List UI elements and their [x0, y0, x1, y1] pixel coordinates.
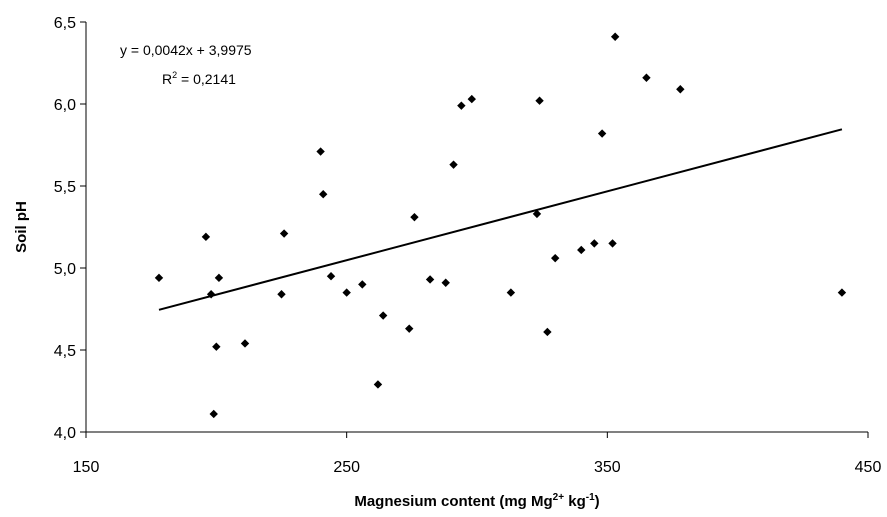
data-point — [467, 94, 476, 104]
x-label-part1: Magnesium content (mg Mg — [354, 493, 552, 510]
y-tick-label: 4,5 — [54, 343, 76, 360]
trendline-group — [158, 128, 843, 311]
data-point — [410, 212, 419, 222]
data-point — [358, 280, 367, 289]
axes — [85, 22, 868, 433]
data-point — [597, 129, 607, 138]
data-point — [277, 290, 286, 299]
data-point — [543, 327, 552, 337]
data-point — [279, 229, 289, 238]
data-point — [837, 288, 847, 297]
y-axis-label: Soil pH — [13, 201, 30, 253]
data-point — [506, 288, 516, 297]
data-point — [608, 239, 617, 248]
data-point — [535, 96, 544, 105]
data-point — [441, 278, 450, 287]
data-point — [201, 232, 211, 242]
data-point — [457, 101, 466, 110]
trendline — [158, 128, 843, 311]
data-point — [449, 160, 458, 169]
x-tick-label: 150 — [73, 459, 100, 476]
data-point — [316, 147, 325, 156]
data-point — [378, 311, 388, 320]
r-squared-annotation: R2 = 0,2141 — [162, 70, 236, 87]
data-point — [405, 324, 414, 333]
x-label-sup1: 2+ — [553, 492, 565, 503]
data-point — [154, 273, 164, 283]
x-tick-label: 250 — [333, 459, 360, 476]
data-point — [240, 339, 250, 348]
data-point — [642, 73, 651, 82]
ticks: 4,0 4,5 5,0 5,5 6,0 6,5 150 250 350 450 — [54, 15, 882, 476]
data-point — [342, 288, 351, 297]
data-point — [206, 290, 216, 299]
regression-equation: y = 0,0042x + 3,9975 — [120, 42, 252, 58]
data-point — [425, 275, 435, 284]
data-point — [212, 342, 221, 351]
data-point — [326, 272, 336, 281]
data-point — [577, 245, 586, 255]
x-label-sup2: -1 — [586, 492, 595, 503]
r2-base: R — [162, 71, 172, 87]
x-tick-label: 450 — [855, 459, 882, 476]
r2-value: = 0,2141 — [177, 71, 236, 87]
y-tick-label: 5,0 — [54, 261, 76, 278]
data-point — [676, 85, 685, 94]
y-tick-label: 5,5 — [54, 179, 76, 196]
data-point — [551, 253, 560, 263]
data-points — [154, 32, 847, 419]
data-point — [532, 209, 542, 219]
data-point — [610, 32, 620, 41]
r2-sup: 2 — [172, 70, 177, 80]
x-label-part3: ) — [595, 493, 600, 510]
x-axis-label: Magnesium content (mg Mg2+ kg-1) — [354, 492, 599, 510]
data-point — [209, 409, 218, 419]
y-tick-label: 6,5 — [54, 15, 76, 32]
x-label-part2: kg — [564, 493, 586, 510]
y-tick-label: 4,0 — [54, 425, 76, 442]
data-point — [214, 273, 224, 283]
data-point — [590, 239, 599, 248]
y-tick-label: 6,0 — [54, 97, 76, 114]
data-point — [373, 380, 383, 389]
x-tick-label: 350 — [594, 459, 621, 476]
data-point — [319, 190, 328, 199]
